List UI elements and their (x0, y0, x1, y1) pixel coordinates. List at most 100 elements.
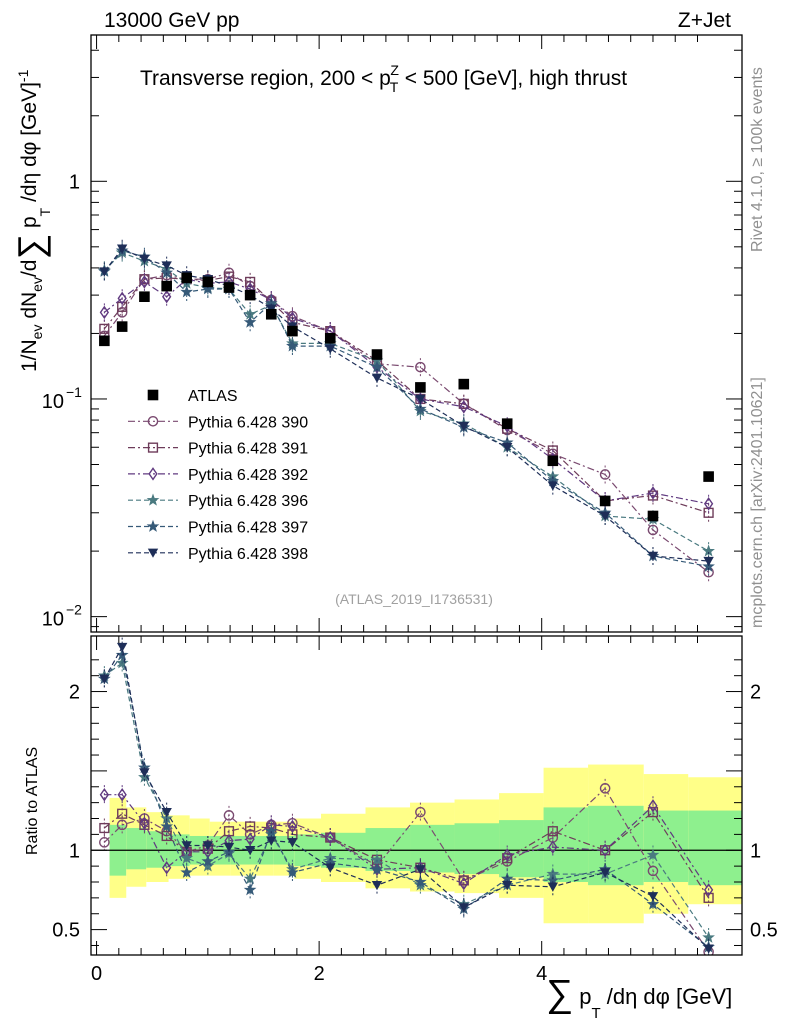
ratio-point-p398-1-shape (116, 642, 128, 653)
ratio-point-p398-17 (647, 892, 659, 902)
main-point-p392-2-shape (139, 275, 150, 289)
main-y-tick-label-1: 1 (69, 171, 80, 193)
main-title: Transverse region, 200 < pTZ < 500 [GeV]… (140, 62, 627, 95)
ratio-point-p392-9 (287, 819, 298, 834)
ratio-point-p398-12 (415, 865, 426, 875)
main-point-data-17 (647, 510, 659, 522)
main-point-p398-15-shape (547, 481, 559, 491)
main-point-p392-2 (139, 275, 150, 289)
energy-label: 13000 GeV pp (104, 9, 239, 32)
legend-marker-p390 (147, 415, 159, 427)
main-point-data-18-shape (703, 471, 714, 482)
main-point-p397-4 (180, 285, 194, 298)
main-point-p397-9 (286, 339, 299, 352)
ratio-ylabel: Ratio to ATLAS (24, 747, 41, 855)
main-marks (97, 239, 715, 582)
main-point-p398-14 (501, 443, 513, 453)
ratio-point-p390-17-shape (647, 865, 659, 877)
legend-entry-p397: Pythia 6.428 397 (128, 520, 308, 537)
main-point-p392-13-shape (459, 400, 469, 414)
ratio-point-p390-16 (599, 783, 611, 794)
legend-label-p396: Pythia 6.428 396 (188, 493, 308, 510)
ratio-point-p398-2-shape (139, 768, 150, 778)
main-point-data-4 (181, 272, 193, 284)
main-point-data-13 (458, 378, 470, 390)
ratio-point-p391-15-shape (547, 826, 558, 837)
rivet-label: Rivet 4.1.0, ≥ 100k events (749, 67, 766, 252)
ylabel-b: dN (18, 292, 41, 325)
ylabel-e: /dη dφ [GeV] (18, 82, 41, 208)
main-point-data-12 (415, 382, 426, 393)
ratio-point-p392-18 (703, 883, 714, 897)
ratio-point-p390-16-shape (599, 783, 611, 794)
ylabel-c: /d (18, 260, 41, 278)
ratio-point-p398-16 (599, 868, 611, 878)
legend-marker-p392-shape (148, 467, 158, 481)
main-point-p397-12 (414, 402, 427, 415)
ratio-point-p390-12-shape (415, 806, 426, 818)
main-point-p390-16 (599, 469, 611, 480)
main-point-p397-3-shape (160, 266, 174, 279)
band-inner-16 (588, 805, 644, 886)
ratio-point-p397-9-shape (286, 865, 299, 878)
ratio-point-p398-18-shape (703, 944, 714, 954)
process-label: Z+Jet (678, 9, 731, 32)
ratio-point-p398-9-shape (287, 838, 298, 848)
ratio-point-p392-7-shape (245, 832, 255, 846)
main-title-tail: < 500 [GeV], high thrust (399, 67, 627, 90)
ratio-point-p392-7 (245, 832, 255, 846)
legend-entry-p390: Pythia 6.428 390 (128, 414, 308, 431)
main-point-p398-18-shape (703, 556, 714, 567)
main-point-data-2 (139, 291, 150, 302)
ratio-point-p392-1-shape (117, 787, 127, 802)
main-point-p398-16 (599, 511, 611, 521)
main-point-p398-11 (371, 373, 383, 383)
ratio-y-tick-label-r-1: 1 (750, 840, 761, 862)
ratio-point-p398-2 (139, 768, 150, 778)
legend-marker-p398 (147, 548, 159, 558)
band-inner-18 (688, 810, 742, 886)
main-point-data-1 (116, 321, 128, 332)
ratio-point-p398-4-shape (181, 841, 192, 851)
ratio-point-p397-8 (264, 824, 278, 837)
main-y-tick-label-0.1: 10 (42, 391, 64, 413)
main-point-data-8 (265, 308, 277, 320)
ratio-point-p392-3-shape (162, 860, 172, 875)
main-point-p398-15 (547, 481, 559, 491)
main-point-data-10 (324, 332, 336, 344)
main-point-p392-1 (117, 291, 127, 306)
main-point-p397-12-shape (414, 402, 427, 415)
legend-entry-p392: Pythia 6.428 392 (128, 467, 308, 484)
xlabel-sub: T (591, 1005, 600, 1022)
main-point-p390-12 (415, 361, 426, 373)
ratio-point-p392-17 (648, 799, 658, 813)
ratio-point-p396-11 (370, 853, 384, 866)
main-point-data-15-shape (547, 455, 559, 467)
legend-marker-data (147, 389, 159, 401)
main-point-data-14 (501, 418, 513, 429)
main-point-p392-1-shape (117, 291, 127, 306)
legend: ATLAS Pythia 6.428 390 Pythia 6.428 391 Pyt… (128, 388, 308, 563)
ratio-point-p398-17-shape (647, 892, 659, 902)
main-point-p392-3-shape (162, 289, 172, 304)
band-inner-1 (126, 828, 147, 870)
main-point-p397-9-shape (286, 339, 299, 352)
main-point-data-10-shape (324, 332, 336, 344)
main-point-data-0-shape (99, 335, 110, 347)
main-y-tick-exp-0.1: −1 (66, 384, 82, 400)
main-point-data-12-shape (415, 382, 426, 393)
main-point-p398-10 (325, 344, 336, 354)
main-point-p392-0 (99, 305, 110, 320)
x-tick-label-2: 2 (314, 963, 325, 985)
xlabel-p: p (573, 984, 591, 1009)
xlabel-rest: /dη dφ [GeV] (601, 984, 733, 1009)
ratio-point-p398-1 (116, 642, 128, 653)
legend-marker-p390-shape (147, 415, 159, 427)
ratio-point-p390-0 (99, 837, 110, 848)
legend-marker-p397 (146, 519, 160, 532)
ratio-point-p397-12 (414, 875, 427, 888)
ratio-point-p392-1 (117, 787, 127, 802)
main-point-p398-11-shape (371, 373, 383, 383)
main-point-p391-0 (99, 323, 110, 334)
legend-marker-p396 (146, 493, 160, 506)
